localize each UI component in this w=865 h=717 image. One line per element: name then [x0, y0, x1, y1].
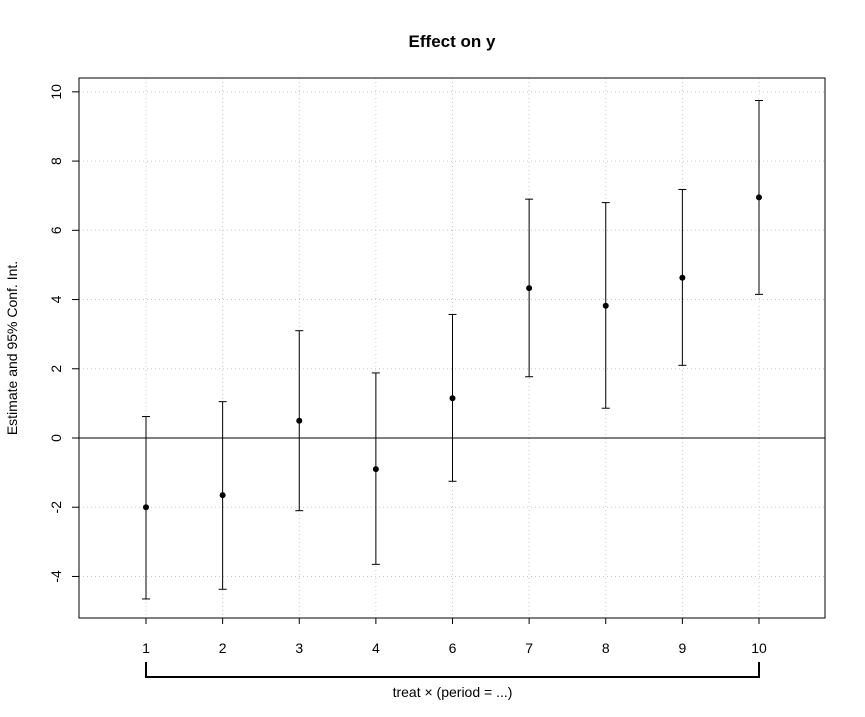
x-tick-label: 4: [372, 640, 380, 656]
x-axis: 1 2 3 4 6 7 8 9 10: [142, 618, 767, 656]
x-tick-label: 10: [751, 640, 767, 656]
point-estimate-8: [602, 302, 609, 309]
y-axis-label: Estimate and 95% Conf. Int.: [4, 261, 20, 435]
y-tick-label: -4: [48, 570, 64, 583]
error-bars: [142, 100, 763, 600]
x-tick-label: 6: [449, 640, 457, 656]
y-tick-label: -2: [48, 501, 64, 514]
points: [143, 194, 762, 511]
point-estimate-7: [526, 285, 533, 292]
x-tick-label: 2: [219, 640, 227, 656]
y-tick-label: 4: [48, 295, 64, 303]
point-estimate-1: [143, 504, 149, 511]
point-estimate-2: [219, 492, 226, 499]
point-estimate-4: [372, 466, 379, 473]
y-tick-label: 2: [48, 365, 64, 373]
x-axis-label: treat × (period = ...): [393, 684, 513, 700]
point-estimate-10: [756, 194, 762, 201]
y-axis: -4 -2 0 2 4 6 8 10: [48, 84, 79, 583]
x-tick-label: 7: [525, 640, 533, 656]
x-tick-label: 9: [678, 640, 686, 656]
chart-title: Effect on y: [409, 32, 496, 51]
point-estimate-6: [449, 395, 456, 402]
x-tick-label: 3: [295, 640, 303, 656]
y-tick-label: 10: [48, 84, 64, 100]
x-axis-bracket: [145, 662, 760, 678]
y-tick-label: 0: [48, 434, 64, 442]
y-tick-label: 8: [48, 157, 64, 165]
y-tick-label: 6: [48, 226, 64, 234]
x-tick-label: 1: [142, 640, 150, 656]
x-tick-label: 8: [602, 640, 610, 656]
point-estimate-3: [296, 417, 303, 424]
point-estimate-9: [679, 274, 686, 281]
